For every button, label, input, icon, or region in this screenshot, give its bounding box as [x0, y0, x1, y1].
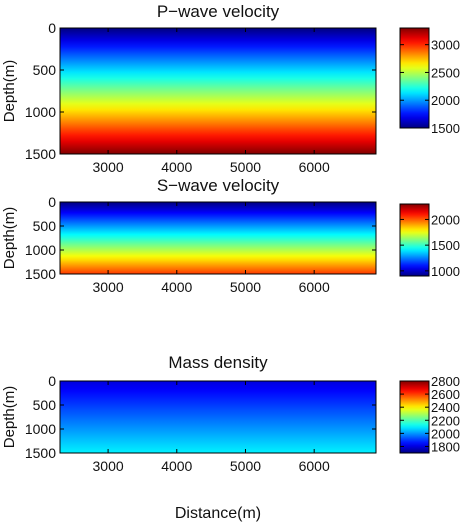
y-tick-label: 0: [48, 20, 56, 36]
colorbar-tick-label: 2400: [431, 400, 460, 415]
y-tick-label: 0: [48, 373, 56, 389]
colorbar: [400, 204, 429, 276]
colorbar-tick-label: 2000: [431, 93, 460, 108]
y-tick-label: 1000: [25, 242, 56, 258]
y-tick-label: 500: [33, 218, 57, 234]
colorbar: [400, 381, 429, 453]
colorbar-frame: [399, 203, 430, 277]
x-tick-label: 3000: [93, 159, 124, 175]
y-tick-label: 500: [33, 397, 57, 413]
x-tick-label: 6000: [299, 458, 330, 474]
x-tick-label: 5000: [230, 458, 261, 474]
colorbar-frame: [399, 380, 430, 454]
y-axis-label: Depth(m): [1, 386, 18, 449]
colorbar: [400, 28, 429, 128]
colorbar-tick-label: 3000: [431, 38, 460, 53]
colorbar-tick-label: 2800: [431, 374, 460, 389]
x-tick-label: 3000: [93, 279, 124, 295]
colorbar-tick-label: 2200: [431, 413, 460, 428]
colorbar-tick-label: 2500: [431, 65, 460, 80]
y-tick-label: 1500: [25, 445, 56, 461]
heatmap-field: [60, 28, 376, 154]
colorbar-tick-label: 1800: [431, 439, 460, 454]
x-tick-label: 3000: [93, 458, 124, 474]
panel-3: Mass density 3000 4000 5000 6000 0 500 1000 1500…: [1, 353, 460, 522]
y-axis-label: Depth(m): [1, 207, 18, 270]
plot-frame: [59, 27, 377, 155]
y-tick-label: 1000: [25, 421, 56, 437]
colorbar-tick-label: 1500: [431, 238, 460, 253]
colorbar-tick-label: 2000: [431, 212, 460, 227]
heatmap-field: [60, 202, 376, 274]
colorbar-tick-label: 2000: [431, 426, 460, 441]
x-tick-label: 6000: [299, 159, 330, 175]
panel-2: S−wave velocity 3000 4000 5000 6000 0 500 1000 1…: [1, 176, 460, 295]
heatmap-field: [60, 381, 376, 453]
y-tick-label: 1500: [25, 146, 56, 162]
y-axis-label: Depth(m): [1, 60, 18, 123]
chart-title: S−wave velocity: [157, 176, 280, 195]
chart-title: P−wave velocity: [157, 2, 280, 21]
y-tick-label: 1500: [25, 266, 56, 282]
x-tick-label: 5000: [230, 159, 261, 175]
plot-frame: [59, 380, 377, 454]
colorbar-tick-label: 1000: [431, 264, 460, 279]
chart-title: Mass density: [168, 353, 268, 372]
x-tick-label: 6000: [299, 279, 330, 295]
y-tick-label: 1000: [25, 104, 56, 120]
colorbar-tick-label: 1500: [431, 121, 460, 136]
x-axis-label: Distance(m): [175, 505, 261, 522]
panel-1: P−wave velocity 3000 4000 5000 6000 0 500 1000 1…: [1, 2, 460, 175]
colorbar-tick-label: 2600: [431, 387, 460, 402]
y-tick-label: 500: [33, 62, 57, 78]
colorbar-frame: [399, 27, 430, 129]
x-tick-label: 5000: [230, 279, 261, 295]
y-tick-label: 0: [48, 194, 56, 210]
plot-frame: [59, 201, 377, 275]
x-tick-label: 4000: [161, 279, 192, 295]
x-tick-label: 4000: [161, 159, 192, 175]
x-tick-label: 4000: [161, 458, 192, 474]
